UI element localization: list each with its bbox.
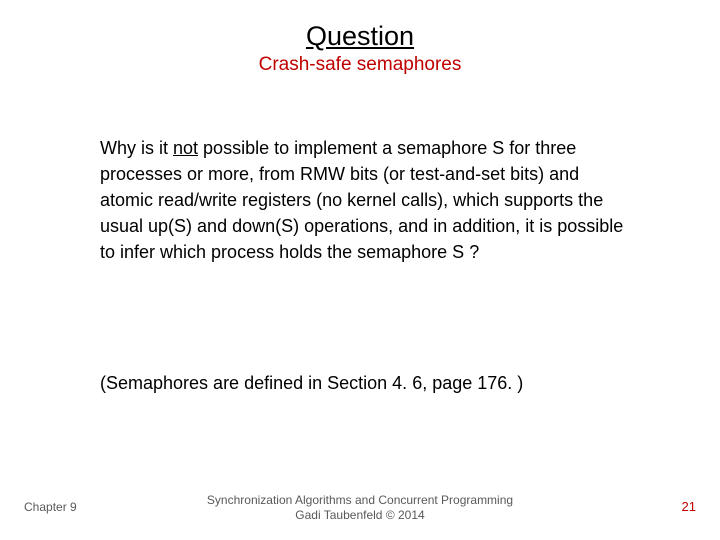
body-pre: Why is it [100, 138, 173, 158]
footer-attribution: Synchronization Algorithms and Concurren… [0, 493, 720, 522]
slide-title: Question [0, 22, 720, 52]
page-number: 21 [682, 499, 696, 514]
body-underlined: not [173, 138, 198, 158]
note-text: (Semaphores are defined in Section 4. 6,… [100, 370, 630, 396]
question-body: Why is it not possible to implement a se… [100, 135, 630, 265]
footer-line2: Gadi Taubenfeld © 2014 [295, 508, 424, 522]
slide: Question Crash-safe semaphores Why is it… [0, 0, 720, 540]
footer-line1: Synchronization Algorithms and Concurren… [207, 493, 513, 507]
footer: Chapter 9 Synchronization Algorithms and… [0, 486, 720, 522]
slide-subtitle: Crash-safe semaphores [0, 54, 720, 76]
title-block: Question Crash-safe semaphores [0, 0, 720, 76]
